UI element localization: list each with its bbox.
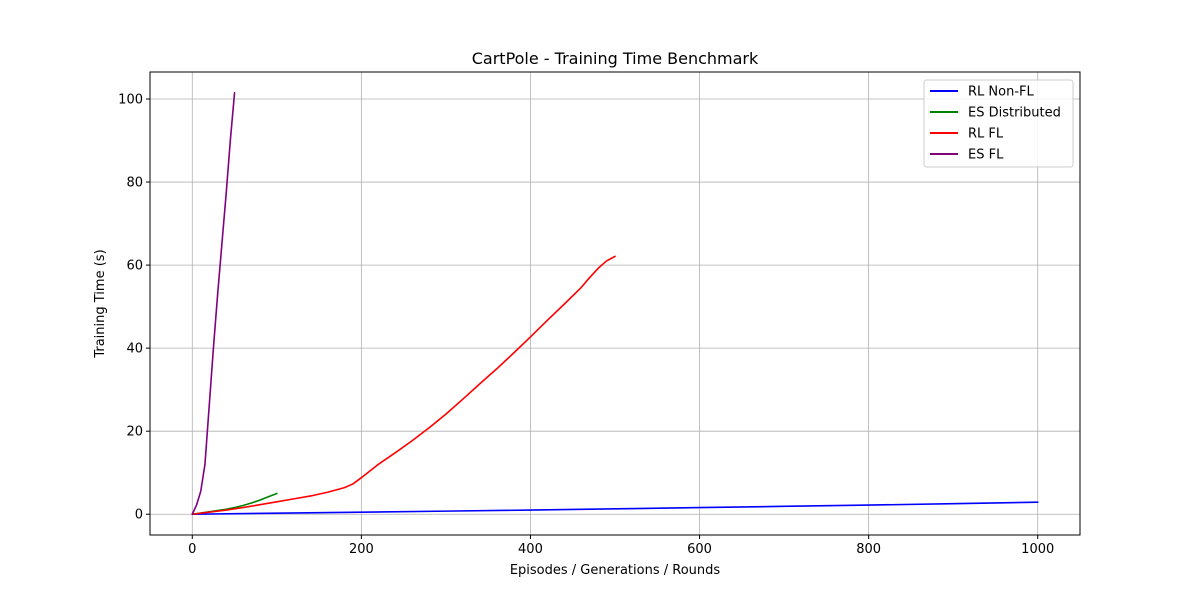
plot-frame [149,71,1081,536]
y-tick-label: 0 [135,508,143,523]
legend-label-4: ES FL [968,148,1004,163]
series-line-1 [191,501,1039,516]
legend-label-3: RL FL [968,127,1004,142]
plot-lines [191,91,1039,516]
grid [150,72,1080,535]
axis-ticks: 0 200 400 600 800 1000 0 20 40 60 80 100 [118,92,1054,557]
y-tick-label: 60 [126,259,143,274]
y-axis-label: Training Time (s) [93,249,108,358]
x-tick-label: 1000 [1021,542,1054,557]
x-tick-label: 200 [349,542,374,557]
x-tick-label: 800 [856,542,881,557]
legend: RL Non-FL ES Distributed RL FL ES FL [923,79,1074,168]
x-tick-label: 600 [687,542,712,557]
series-line-3 [191,255,616,516]
y-tick-label: 20 [126,425,143,440]
x-axis-label: Episodes / Generations / Rounds [510,563,721,578]
y-tick-label: 100 [118,92,143,107]
legend-label-2: ES Distributed [968,106,1061,121]
y-tick-label: 80 [126,176,143,191]
legend-label-1: RL Non-FL [968,85,1034,100]
y-tick-label: 40 [126,342,143,357]
x-tick-label: 0 [188,542,196,557]
series-line-4 [191,91,236,516]
chart-title: CartPole - Training Time Benchmark [472,49,759,68]
legend-box [923,79,1074,168]
x-tick-label: 400 [518,542,543,557]
